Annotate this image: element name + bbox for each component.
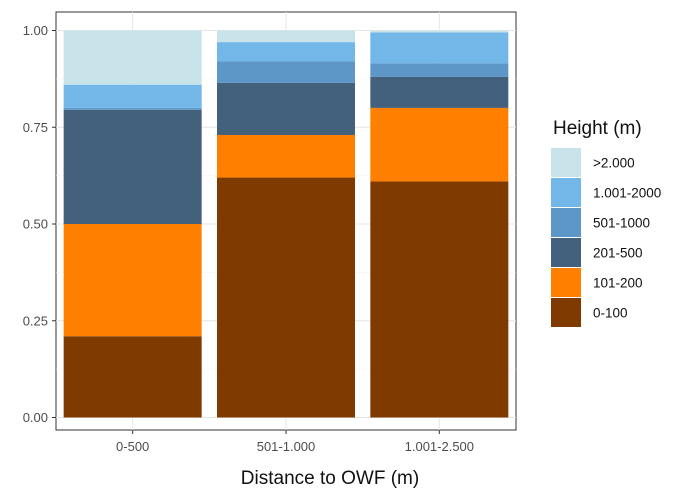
bar-segment: [370, 181, 509, 418]
x-tick-label: 0-500: [116, 439, 149, 454]
y-axis-ticks: 0.00 0.25 0.50 0.75 1.00: [23, 23, 56, 425]
bar-segment: [63, 107, 202, 110]
legend-label: 101-200: [593, 276, 643, 291]
bar-segment: [63, 84, 202, 108]
bar-segment: [217, 42, 355, 62]
x-axis-title: Distance to OWF (m): [241, 468, 419, 489]
legend-title: Height (m): [553, 118, 642, 139]
legend-key: [551, 178, 581, 207]
bar-segment: [217, 30, 355, 43]
legend-label: 0-100: [593, 306, 628, 321]
y-tick-label: 1.00: [23, 23, 48, 38]
legend-label: 501-1000: [593, 216, 650, 231]
x-axis-ticks: 0-500 501-1.000 1.001-2.500: [116, 430, 474, 454]
bar-segment: [63, 30, 202, 85]
bar-segment: [63, 336, 202, 418]
bar-segment: [370, 32, 509, 64]
legend: Height (m) >2.000 1.001-2000 501-1000 201-5…: [551, 118, 661, 327]
bar-segment: [370, 76, 509, 108]
bar-segment: [370, 63, 509, 77]
y-tick-label: 0.50: [23, 217, 48, 232]
legend-key: [551, 238, 581, 267]
x-tick-label: 501-1.000: [257, 439, 316, 454]
x-tick-label: 1.001-2.500: [405, 439, 474, 454]
legend-key: [551, 298, 581, 327]
legend-key: [551, 208, 581, 237]
bar-segment: [370, 30, 509, 33]
bar-segment: [63, 224, 202, 337]
legend-label: 1.001-2000: [593, 186, 661, 201]
legend-label: >2.000: [593, 156, 635, 171]
legend-label: 201-500: [593, 246, 643, 261]
bar-segment: [217, 177, 355, 418]
bar-segment: [217, 134, 355, 178]
legend-key: [551, 268, 581, 297]
legend-key: [551, 148, 581, 177]
bar-segment: [370, 107, 509, 182]
bar-segment: [63, 109, 202, 224]
y-tick-label: 0.25: [23, 313, 48, 328]
bars: [63, 30, 509, 418]
y-tick-label: 0.75: [23, 120, 48, 135]
y-tick-label: 0.00: [23, 410, 48, 425]
bar-segment: [217, 61, 355, 83]
bar-segment: [217, 82, 355, 135]
